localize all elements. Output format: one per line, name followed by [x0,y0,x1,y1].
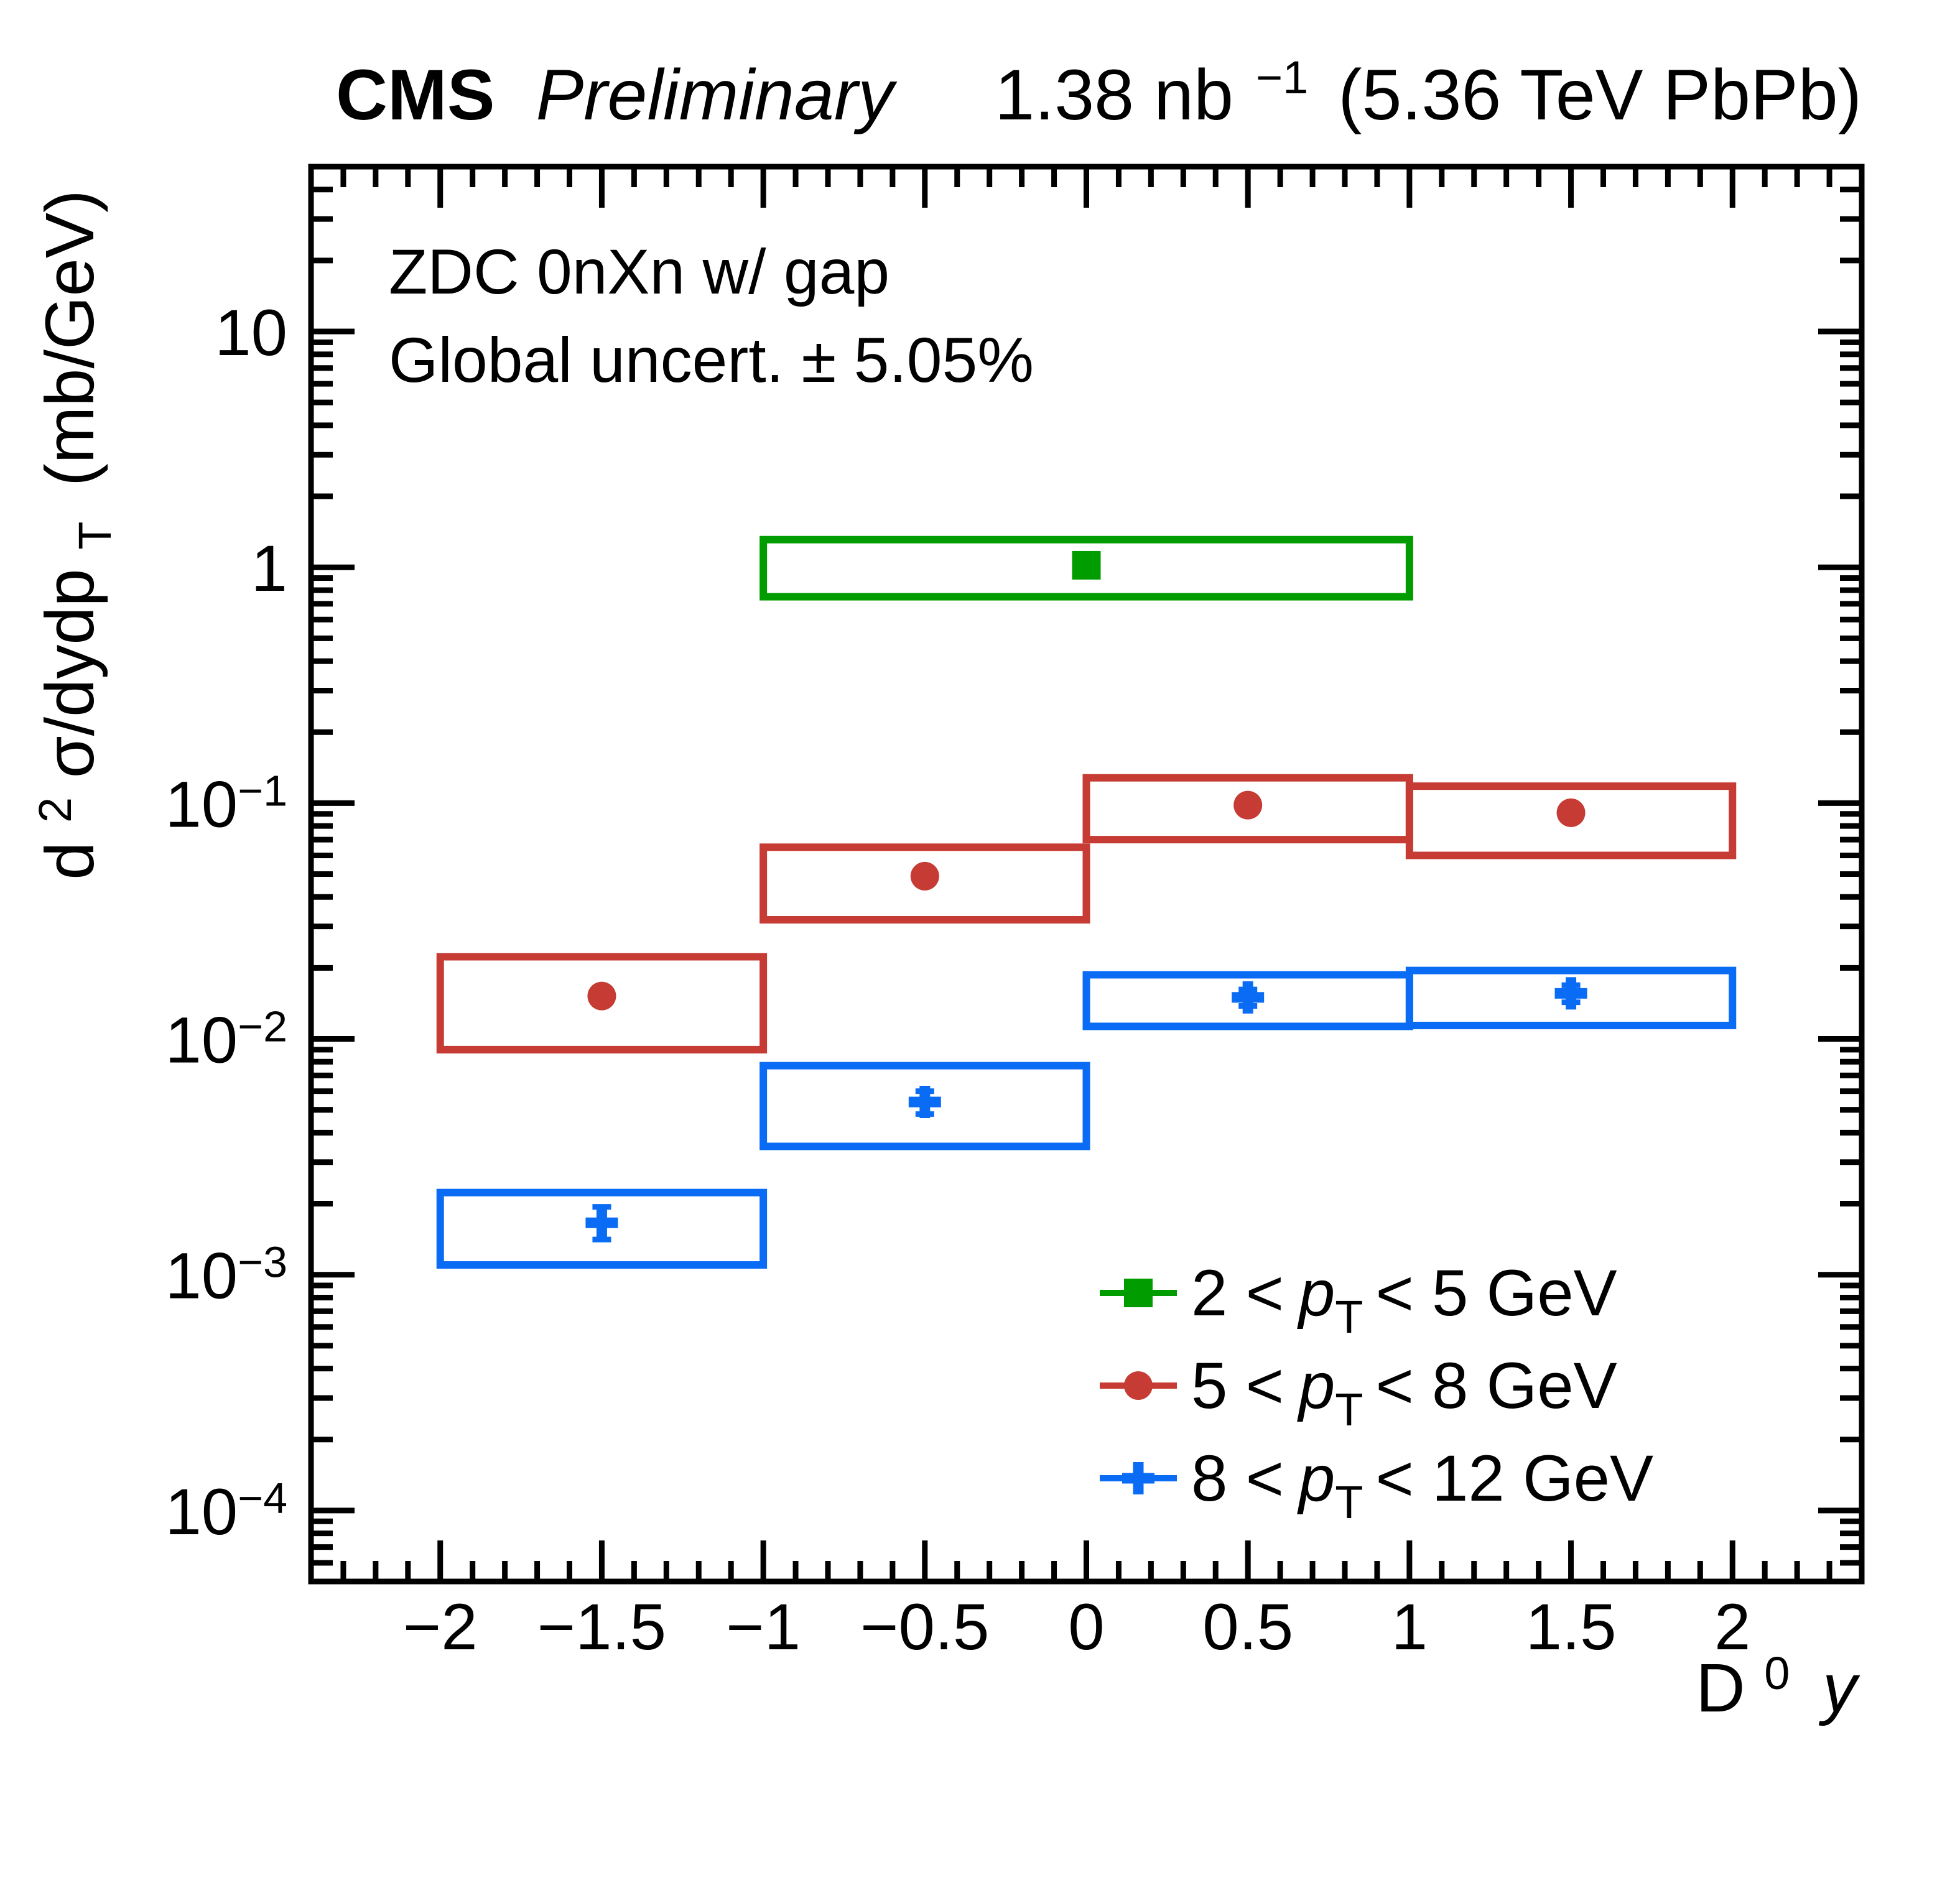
legend-pt-symbol: p [1297,1350,1335,1422]
plot-frame [308,164,1865,1585]
y-tick-base: 10 [165,1240,238,1313]
syst-uncertainty-box [436,1188,768,1269]
x-tick-label: 1 [1391,1591,1428,1664]
legend-range-low: 2 < [1191,1257,1284,1330]
title-lumi: 1.38 nb [995,55,1233,135]
x-tick-label: 0 [1068,1591,1104,1664]
y-tick-exponent: −2 [238,1003,287,1051]
legend-pt-symbol: p [1297,1257,1335,1330]
legend-entry-label: 8 < pT < 12 GeV [1191,1442,1653,1528]
circle-marker [1233,790,1263,820]
syst-uncertainty-box [759,843,1090,924]
y-tick-label: 10−3 [165,1238,287,1313]
y-tick-exponent: −3 [238,1238,287,1287]
legend-entry-label: 2 < pT < 5 GeV [1191,1257,1617,1343]
circle-marker [1556,798,1586,827]
syst-uncertainty-box [436,953,768,1053]
circle-marker [1124,1371,1153,1400]
y-tick-exponent: −1 [238,766,287,815]
x-axis-title: D 0 y [1696,1628,1860,1726]
y-tick-base: 10 [165,1004,238,1077]
syst-uncertainty-box [1405,966,1737,1029]
cross-marker [585,1217,618,1228]
x-tick-label: 2 [1714,1591,1750,1664]
x-tick-label: −1.5 [537,1591,666,1664]
title-experiment: CMS [336,55,495,135]
legend-pt-subscript: T [1335,1476,1363,1528]
plot-title-left: CMS Preliminary [336,55,898,135]
legend-pt-symbol: p [1297,1442,1335,1515]
legend-range-low: 5 < [1191,1350,1284,1422]
cross-marker [1232,992,1265,1003]
square-marker [1124,1279,1153,1307]
legend-range-low: 8 < [1191,1442,1284,1515]
y-axis-title: d 2 σ/dydp T (mb/GeV) [9,190,126,880]
title-energy: (5.36 TeV PbPb) [1338,55,1862,135]
syst-uncertainty-box [759,535,1413,601]
circle-marker [587,981,616,1011]
y-tick-label: 10−1 [165,766,287,841]
cross-marker [908,1096,941,1108]
y-tick-exponent: −4 [238,1474,287,1522]
plot-title-right: 1.38 nb −1 (5.36 TeV PbPb) [995,29,1862,135]
title-lumi-exponent: −1 [1256,52,1308,103]
x-tick-label: 0.5 [1202,1591,1293,1664]
square-marker [1072,550,1101,580]
annotation-zdc-selection: ZDC 0nXn w/ gap [389,236,889,307]
legend-pt-subscript: T [1335,1291,1363,1343]
legend-range-high: < 5 GeV [1376,1257,1617,1330]
x-tick-label: 1.5 [1526,1591,1617,1664]
syst-uncertainty-box [1405,782,1737,859]
x-tick-label: −2 [403,1591,478,1664]
legend-range-high: < 8 GeV [1376,1350,1617,1422]
y-tick-base: 10 [165,768,238,841]
title-status: Preliminary [536,55,898,135]
circle-marker [910,861,939,891]
legend-entry-label: 5 < pT < 8 GeV [1191,1350,1617,1435]
syst-uncertainty-box [759,1062,1090,1151]
y-tick-base: 10 [165,1476,238,1549]
legend-pt-subscript: T [1335,1384,1363,1435]
x-tick-label: −1 [726,1591,801,1664]
annotation-global-uncertainty: Global uncert. ± 5.05% [389,325,1034,396]
y-tick-label: 10 [215,297,287,369]
y-tick-label: 10−2 [165,1003,287,1077]
x-tick-label: −0.5 [860,1591,989,1664]
y-tick-label: 10−4 [165,1474,287,1549]
cross-marker [1122,1473,1154,1484]
cross-marker [1554,988,1587,999]
y-tick-label: 1 [251,532,287,605]
legend-range-high: < 12 GeV [1376,1442,1654,1515]
